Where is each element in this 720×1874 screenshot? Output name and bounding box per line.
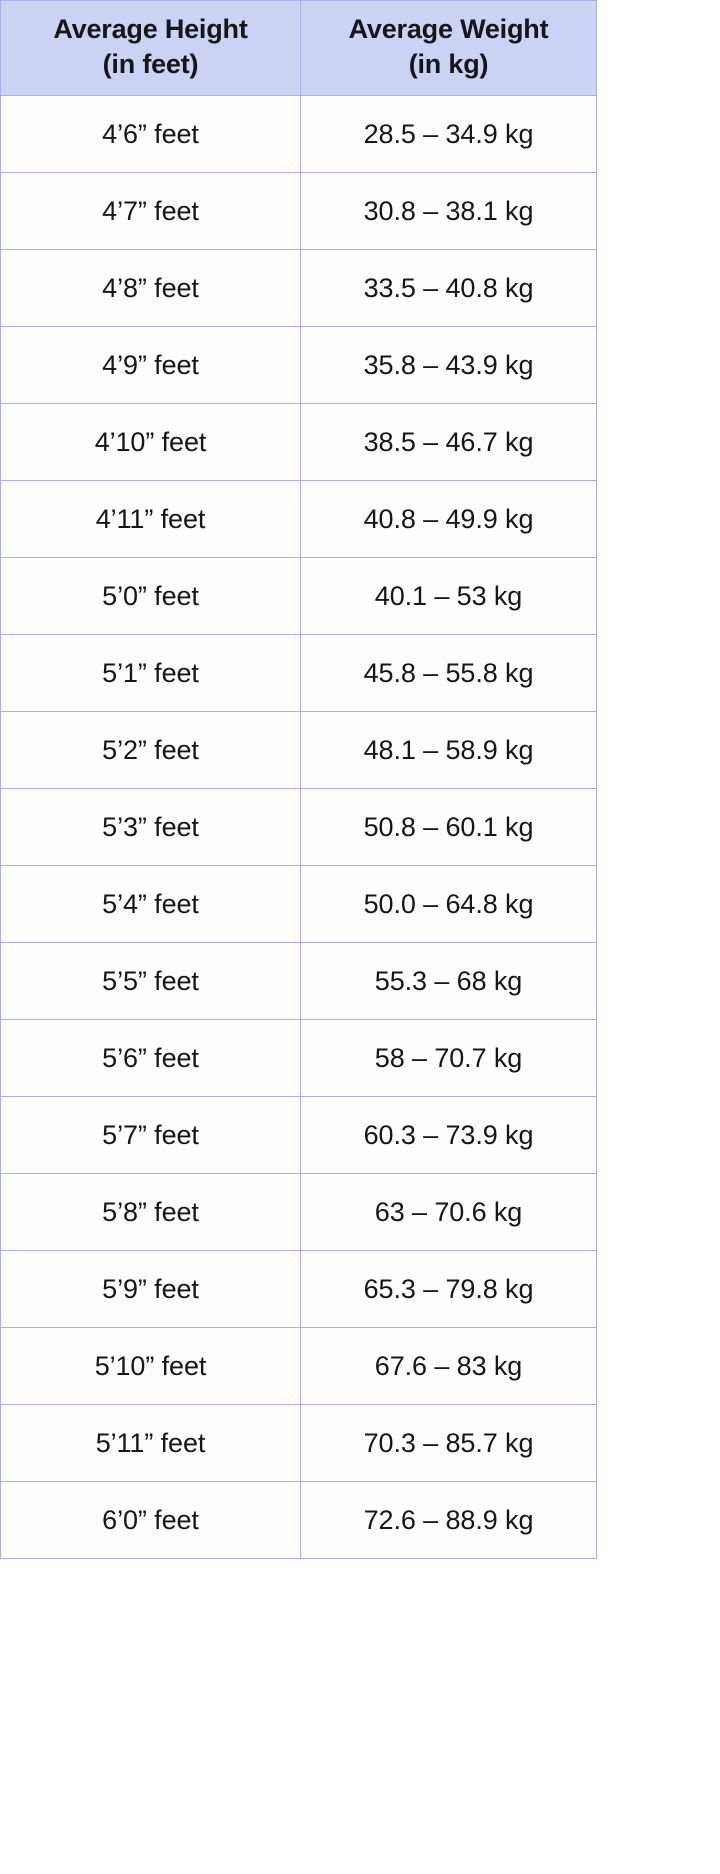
cell-height: 5’3” feet bbox=[0, 788, 301, 866]
column-header-height-line1: Average Height bbox=[53, 14, 248, 45]
table-row: 5’4” feet 50.0 – 64.8 kg bbox=[0, 865, 597, 943]
table-row: 5’9” feet 65.3 – 79.8 kg bbox=[0, 1250, 597, 1328]
cell-height: 4’6” feet bbox=[0, 95, 301, 173]
table-header: Average Height (in feet) Average Weight … bbox=[0, 0, 597, 96]
cell-height: 4’10” feet bbox=[0, 403, 301, 481]
cell-height: 4’8” feet bbox=[0, 249, 301, 327]
cell-weight: 72.6 – 88.9 kg bbox=[300, 1481, 597, 1559]
table-row: 4’11” feet 40.8 – 49.9 kg bbox=[0, 480, 597, 558]
cell-weight: 28.5 – 34.9 kg bbox=[300, 95, 597, 173]
table-row: 5’5” feet 55.3 – 68 kg bbox=[0, 942, 597, 1020]
table-row: 5’8” feet 63 – 70.6 kg bbox=[0, 1173, 597, 1251]
cell-weight: 58 – 70.7 kg bbox=[300, 1019, 597, 1097]
cell-height: 5’11” feet bbox=[0, 1404, 301, 1482]
table-row: 5’0” feet 40.1 – 53 kg bbox=[0, 557, 597, 635]
table-row: 4’7” feet 30.8 – 38.1 kg bbox=[0, 172, 597, 250]
cell-weight: 70.3 – 85.7 kg bbox=[300, 1404, 597, 1482]
height-weight-table: Average Height (in feet) Average Weight … bbox=[0, 0, 597, 1559]
table-row: 5’7” feet 60.3 – 73.9 kg bbox=[0, 1096, 597, 1174]
table-row: 5’6” feet 58 – 70.7 kg bbox=[0, 1019, 597, 1097]
column-header-height-line2: (in feet) bbox=[102, 49, 199, 79]
table-row: 5’10” feet 67.6 – 83 kg bbox=[0, 1327, 597, 1405]
table-row: 4’9” feet 35.8 – 43.9 kg bbox=[0, 326, 597, 404]
column-header-height: Average Height (in feet) bbox=[0, 0, 301, 96]
table-row: 4’10” feet 38.5 – 46.7 kg bbox=[0, 403, 597, 481]
cell-weight: 33.5 – 40.8 kg bbox=[300, 249, 597, 327]
cell-weight: 50.0 – 64.8 kg bbox=[300, 865, 597, 943]
cell-weight: 38.5 – 46.7 kg bbox=[300, 403, 597, 481]
cell-height: 5’2” feet bbox=[0, 711, 301, 789]
cell-height: 5’10” feet bbox=[0, 1327, 301, 1405]
cell-height: 5’1” feet bbox=[0, 634, 301, 712]
cell-weight: 30.8 – 38.1 kg bbox=[300, 172, 597, 250]
header-row: Average Height (in feet) Average Weight … bbox=[0, 0, 597, 96]
cell-weight: 55.3 – 68 kg bbox=[300, 942, 597, 1020]
table-row: 4’8” feet 33.5 – 40.8 kg bbox=[0, 249, 597, 327]
column-header-weight: Average Weight (in kg) bbox=[300, 0, 597, 96]
cell-height: 6’0” feet bbox=[0, 1481, 301, 1559]
table-body: 4’6” feet 28.5 – 34.9 kg 4’7” feet 30.8 – 3… bbox=[0, 95, 597, 1559]
cell-height: 5’4” feet bbox=[0, 865, 301, 943]
cell-height: 4’7” feet bbox=[0, 172, 301, 250]
cell-height: 5’8” feet bbox=[0, 1173, 301, 1251]
cell-height: 4’11” feet bbox=[0, 480, 301, 558]
table-row: 5’11” feet 70.3 – 85.7 kg bbox=[0, 1404, 597, 1482]
cell-weight: 35.8 – 43.9 kg bbox=[300, 326, 597, 404]
cell-height: 5’5” feet bbox=[0, 942, 301, 1020]
column-header-weight-line1: Average Weight bbox=[348, 14, 549, 45]
cell-height: 4’9” feet bbox=[0, 326, 301, 404]
table-row: 5’3” feet 50.8 – 60.1 kg bbox=[0, 788, 597, 866]
cell-height: 5’6” feet bbox=[0, 1019, 301, 1097]
cell-height: 5’9” feet bbox=[0, 1250, 301, 1328]
cell-height: 5’7” feet bbox=[0, 1096, 301, 1174]
table-row: 5’1” feet 45.8 – 55.8 kg bbox=[0, 634, 597, 712]
cell-weight: 67.6 – 83 kg bbox=[300, 1327, 597, 1405]
cell-weight: 63 – 70.6 kg bbox=[300, 1173, 597, 1251]
table-row: 5’2” feet 48.1 – 58.9 kg bbox=[0, 711, 597, 789]
cell-weight: 65.3 – 79.8 kg bbox=[300, 1250, 597, 1328]
cell-weight: 40.1 – 53 kg bbox=[300, 557, 597, 635]
cell-weight: 50.8 – 60.1 kg bbox=[300, 788, 597, 866]
column-header-weight-line2: (in kg) bbox=[408, 49, 489, 79]
table-row: 4’6” feet 28.5 – 34.9 kg bbox=[0, 95, 597, 173]
cell-weight: 45.8 – 55.8 kg bbox=[300, 634, 597, 712]
cell-height: 5’0” feet bbox=[0, 557, 301, 635]
table-row: 6’0” feet 72.6 – 88.9 kg bbox=[0, 1481, 597, 1559]
cell-weight: 48.1 – 58.9 kg bbox=[300, 711, 597, 789]
cell-weight: 60.3 – 73.9 kg bbox=[300, 1096, 597, 1174]
cell-weight: 40.8 – 49.9 kg bbox=[300, 480, 597, 558]
